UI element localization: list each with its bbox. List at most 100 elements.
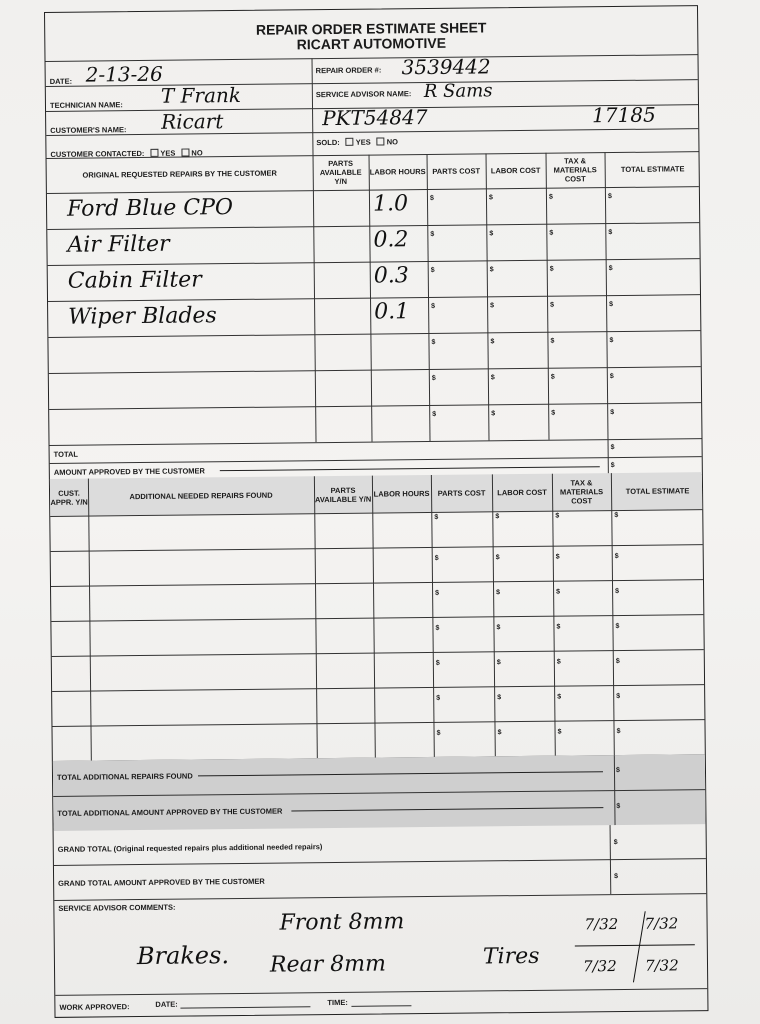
comment-rear: Rear 8mm bbox=[269, 951, 387, 978]
dollar-sign: $ bbox=[436, 694, 441, 702]
dollar-sign: $ bbox=[615, 623, 620, 631]
dollar-sign: $ bbox=[488, 194, 493, 202]
dollar-sign: $ bbox=[489, 230, 494, 238]
technician-label: TECHNICIAN NAME: bbox=[49, 100, 123, 110]
dollar-sign: $ bbox=[609, 337, 614, 345]
work-approved-time-label: TIME: bbox=[327, 997, 348, 1008]
dollar-sign: $ bbox=[490, 302, 495, 310]
contacted-yes-checkbox[interactable] bbox=[150, 148, 159, 157]
grand-total-label: GRAND TOTAL (Original requested repairs … bbox=[57, 842, 323, 854]
dollar-sign: $ bbox=[556, 658, 561, 666]
sold-label: SOLD: YES NO bbox=[316, 137, 399, 148]
dollar-sign: $ bbox=[555, 553, 560, 561]
repair-order-form: REPAIR ORDER ESTIMATE SHEET RICART AUTOM… bbox=[44, 5, 709, 1018]
dollar-sign: $ bbox=[609, 301, 614, 309]
tread-divider bbox=[632, 911, 646, 983]
work-approved-date-label: DATE: bbox=[155, 999, 178, 1009]
additional-repairs-table bbox=[45, 6, 697, 13]
dollar-sign: $ bbox=[607, 193, 612, 201]
dollar-sign: $ bbox=[555, 512, 560, 520]
service-advisor-label: SERVICE ADVISOR NAME: bbox=[315, 89, 412, 100]
labor-hours: 1.0 bbox=[372, 191, 409, 217]
dollar-sign: $ bbox=[550, 337, 555, 345]
dollar-sign: $ bbox=[495, 554, 500, 562]
date-line[interactable] bbox=[180, 1006, 311, 1009]
dollar-sign: $ bbox=[616, 693, 621, 701]
dollar-sign: $ bbox=[495, 513, 500, 521]
date-label: DATE: bbox=[49, 76, 73, 86]
dollar-sign: $ bbox=[434, 554, 439, 562]
repair-order-label: REPAIR ORDER #: bbox=[315, 65, 382, 76]
dollar-sign: $ bbox=[490, 338, 495, 346]
dollar-sign: $ bbox=[557, 693, 562, 701]
table2-header: CUST. APPR. Y/N bbox=[50, 488, 88, 507]
dollar-sign: $ bbox=[549, 265, 554, 273]
dollar-sign: $ bbox=[550, 373, 555, 381]
dollar-sign: $ bbox=[614, 553, 619, 561]
tread-divider bbox=[574, 944, 695, 947]
service-advisor-value: R Sams bbox=[423, 80, 493, 103]
original-repairs-table bbox=[45, 6, 697, 13]
grand-total-approved-label: GRAND TOTAL AMOUNT APPROVED BY THE CUSTO… bbox=[58, 876, 265, 888]
dollar-sign: $ bbox=[496, 624, 501, 632]
table2-header: PARTS AVAILABLE Y/N bbox=[314, 485, 372, 504]
service-advisor-comments-label: SERVICE ADVISOR COMMENTS: bbox=[58, 902, 176, 913]
dollar-sign: $ bbox=[435, 624, 440, 632]
tread-depth: 7/32 bbox=[644, 914, 679, 933]
dollar-sign: $ bbox=[549, 229, 554, 237]
technician-value: T Frank bbox=[160, 82, 242, 108]
table1-header: TOTAL ESTIMATE bbox=[620, 164, 685, 174]
dollar-sign: $ bbox=[616, 728, 621, 736]
customer-value: Ricart bbox=[161, 109, 224, 134]
table2-header: PARTS COST bbox=[437, 488, 486, 498]
table1-header: PARTS AVAILABLE Y/N bbox=[319, 158, 362, 186]
dollar-sign: $ bbox=[610, 409, 615, 417]
dollar-sign: $ bbox=[429, 194, 434, 202]
table1-header: PARTS COST bbox=[432, 166, 481, 176]
table1-header: TAX & MATERIALS COST bbox=[553, 156, 597, 184]
dollar-sign: $ bbox=[436, 729, 441, 737]
labor-hours: 0.2 bbox=[373, 227, 409, 253]
comment-brakes: Brakes. bbox=[136, 941, 230, 971]
dollar-sign: $ bbox=[550, 301, 555, 309]
dollar-sign: $ bbox=[556, 623, 561, 631]
sold-no-checkbox[interactable] bbox=[376, 137, 385, 146]
extra-value: 17185 bbox=[591, 102, 656, 128]
dollar-sign: $ bbox=[615, 658, 620, 666]
dollar-sign: $ bbox=[490, 374, 495, 382]
table2-header: LABOR COST bbox=[497, 487, 547, 498]
date-value: 2-13-26 bbox=[85, 61, 163, 87]
dollar-sign: $ bbox=[435, 589, 440, 597]
dollar-sign: $ bbox=[431, 374, 436, 382]
tread-depth: 7/32 bbox=[644, 956, 679, 975]
table2-header: ADDITIONAL NEEDED REPAIRS FOUND bbox=[129, 490, 273, 502]
labor-hours: 0.1 bbox=[374, 299, 410, 325]
arrow-line bbox=[219, 466, 600, 472]
tread-depth: 7/32 bbox=[584, 915, 619, 934]
dollar-sign: $ bbox=[497, 729, 502, 737]
dollar-sign: $ bbox=[496, 659, 501, 667]
contacted-no-checkbox[interactable] bbox=[181, 148, 190, 157]
vehicle-value: PKT54847 bbox=[322, 104, 428, 131]
comment-tires: Tires bbox=[482, 943, 540, 970]
table2-header: LABOR HOURS bbox=[373, 488, 430, 499]
work-approved-label: WORK APPROVED: bbox=[59, 1002, 130, 1012]
dollar-sign: $ bbox=[431, 338, 436, 346]
dollar-sign: $ bbox=[491, 410, 496, 418]
repair-description: Wiper Blades bbox=[68, 303, 217, 330]
table1-header: LABOR COST bbox=[490, 165, 541, 176]
time-line[interactable] bbox=[351, 1005, 412, 1007]
sold-yes-checkbox[interactable] bbox=[345, 137, 354, 146]
dollar-sign: $ bbox=[496, 589, 501, 597]
dollar-sign: $ bbox=[614, 512, 619, 520]
dollar-sign: $ bbox=[489, 266, 494, 274]
dollar-sign: $ bbox=[548, 193, 553, 201]
dollar-sign: $ bbox=[608, 265, 613, 273]
dollar-sign: $ bbox=[434, 513, 439, 521]
repair-description: Ford Blue CPO bbox=[66, 195, 234, 222]
dollar-sign: $ bbox=[615, 588, 620, 596]
dollar-sign: $ bbox=[551, 409, 556, 417]
dollar-sign: $ bbox=[435, 659, 440, 667]
dollar-sign: $ bbox=[557, 728, 562, 736]
